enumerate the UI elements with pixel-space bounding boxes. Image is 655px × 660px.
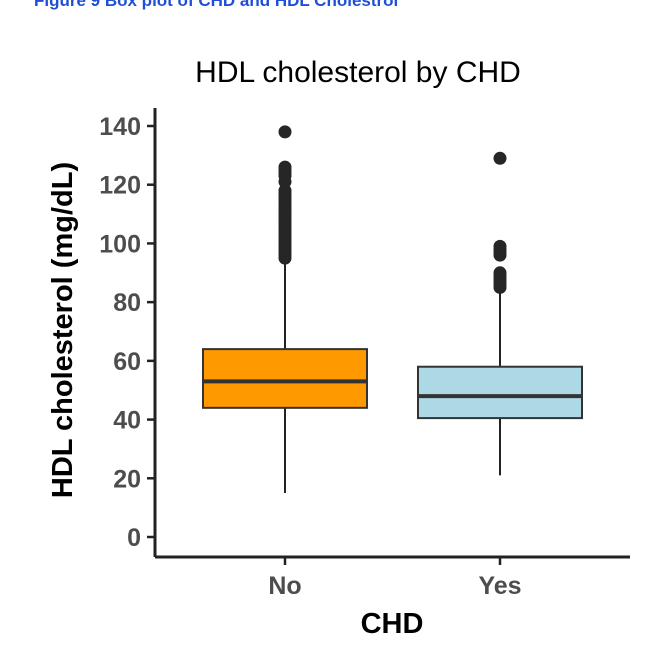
- y-tick-label: 20: [113, 465, 141, 493]
- y-axis-label: HDL cholesterol (mg/dL): [47, 162, 79, 498]
- outlier-point: [278, 125, 292, 139]
- y-tick-label: 120: [99, 172, 141, 200]
- plot-area: 0 20 40 60 80 100 120 140 No Yes: [99, 108, 630, 600]
- y-tick-label: 0: [127, 524, 141, 552]
- y-tick-label: 100: [99, 230, 141, 258]
- x-tick-label: Yes: [478, 572, 521, 600]
- box-iqr: [202, 348, 368, 409]
- chart-title: HDL cholesterol by CHD: [195, 56, 521, 89]
- figure-caption: Figure 9 Box plot of CHD and HDL Cholest…: [34, 0, 399, 10]
- y-tick-label: 140: [99, 113, 141, 141]
- outlier-point: [278, 160, 292, 174]
- x-axis-label: CHD: [361, 608, 424, 640]
- y-tick-label: 60: [113, 348, 141, 376]
- box-iqr: [417, 365, 583, 420]
- y-tick-label: 80: [113, 289, 141, 317]
- outlier-point: [493, 151, 507, 165]
- outlier-point: [493, 239, 507, 253]
- y-tick-label: 40: [113, 407, 141, 435]
- x-tick-label: No: [268, 572, 301, 600]
- outlier-point: [493, 266, 507, 280]
